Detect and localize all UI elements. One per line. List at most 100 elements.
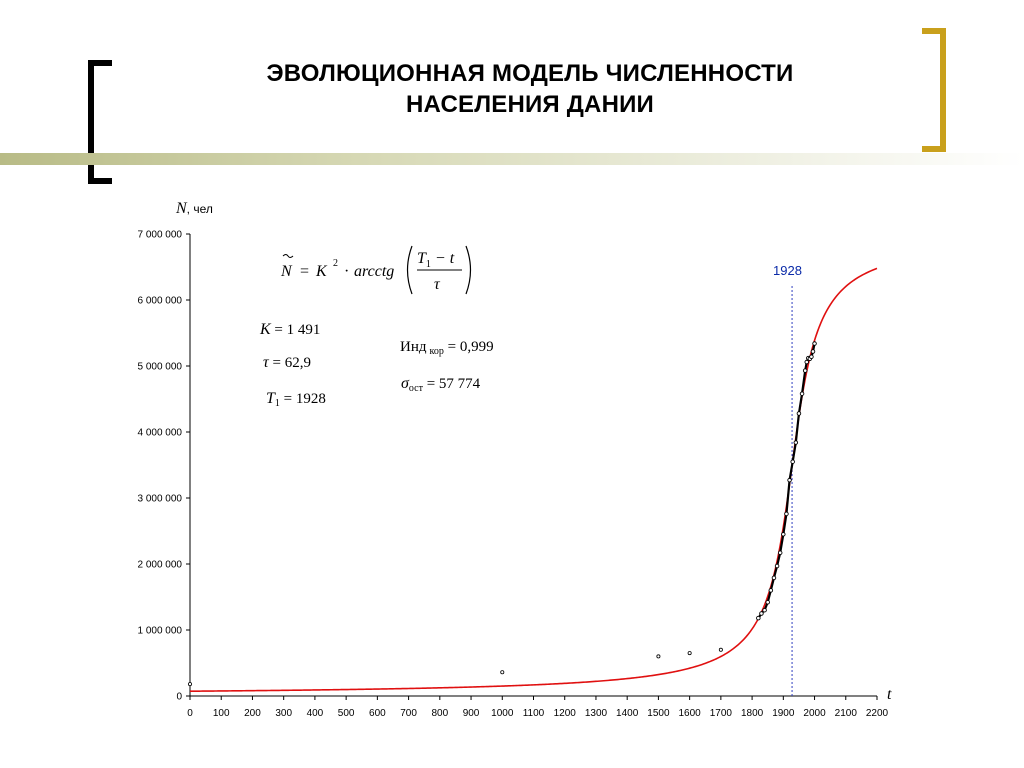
param-ind-sub: кор xyxy=(430,346,444,357)
observed-point xyxy=(787,477,792,483)
equation-denominator: τ xyxy=(434,276,441,293)
param-tau-label: τ xyxy=(263,354,270,371)
right-bracket-decoration xyxy=(922,28,946,152)
x-tick-label: 2100 xyxy=(835,708,858,719)
param-ind-label: Инд xyxy=(400,339,427,355)
y-tick-label: 4 000 000 xyxy=(138,428,183,439)
data-point xyxy=(187,682,192,687)
x-tick-label: 1300 xyxy=(585,708,608,719)
param-t1-value: = 1928 xyxy=(280,391,326,407)
equation-function: arcctg xyxy=(354,263,394,280)
x-tick-label: 2200 xyxy=(866,708,889,719)
equation-left-paren xyxy=(406,245,413,295)
param-sigma-label: σ xyxy=(401,375,410,392)
param-t1-label: T xyxy=(266,390,276,407)
param-k-label: K xyxy=(259,321,272,338)
observed-point xyxy=(810,349,816,354)
x-tick-label: 400 xyxy=(307,708,324,719)
chart-axes xyxy=(189,234,877,697)
chart-ticks: 0 1 000 000 2 000 000 3 000 000 4 000 000 5 0… xyxy=(138,230,889,720)
x-tick-label: 1100 xyxy=(523,708,545,719)
equation-numerator-rest: − t xyxy=(431,250,455,267)
x-tick-label: 2000 xyxy=(803,708,826,719)
observed-point xyxy=(771,575,777,581)
y-axis-label: N, чел xyxy=(175,200,213,217)
observed-point xyxy=(759,611,764,616)
y-tick-label: 7 000 000 xyxy=(138,230,183,241)
data-point xyxy=(718,647,723,652)
x-tick-label: 900 xyxy=(463,708,480,719)
slide-title: ЭВОЛЮЦИОННАЯ МОДЕЛЬ ЧИСЛЕННОСТИ НАСЕЛЕНИ… xyxy=(150,58,910,120)
data-point xyxy=(656,654,661,659)
y-tick-label: 5 000 000 xyxy=(138,362,183,373)
observed-point xyxy=(765,600,770,605)
param-t1: T1 = 1928 xyxy=(266,390,326,409)
observed-point xyxy=(802,368,808,373)
param-tau-value: = 62,9 xyxy=(269,355,311,371)
y-tick-label: 6 000 000 xyxy=(138,296,183,307)
observed-point xyxy=(774,563,780,569)
model-equation: N = K 2 · arcctg T1 − t τ xyxy=(280,245,472,295)
param-t1-sub: 1 xyxy=(275,398,280,409)
equation-exponent: 2 xyxy=(333,258,338,269)
observed-point xyxy=(790,459,795,464)
x-tick-label: 1900 xyxy=(772,708,795,719)
y-tick-label: 0 xyxy=(176,692,182,703)
y-tick-label: 1 000 000 xyxy=(138,626,183,637)
left-bracket-decoration xyxy=(88,60,112,184)
y-tick-label: 2 000 000 xyxy=(138,560,183,571)
x-tick-label: 700 xyxy=(400,708,417,719)
marker-year-label: 1928 xyxy=(773,263,802,278)
x-tick-label: 800 xyxy=(431,708,448,719)
x-tick-label: 1200 xyxy=(554,708,577,719)
y-axis-symbol: N xyxy=(175,200,188,217)
observed-point xyxy=(768,588,774,593)
equation-tilde xyxy=(282,254,294,258)
equation-k: K xyxy=(315,263,328,280)
equation-numerator-sub: 1 xyxy=(426,259,431,270)
param-sigma-value: = 57 774 xyxy=(423,376,481,392)
x-axis-label: t xyxy=(887,686,892,703)
data-point xyxy=(687,651,692,656)
observed-point xyxy=(777,550,783,556)
equation-equals: = xyxy=(300,263,309,280)
y-axis-unit: , чел xyxy=(187,202,213,216)
x-tick-label: 100 xyxy=(213,708,230,719)
data-point xyxy=(500,670,505,675)
param-sigma-sub: ост xyxy=(409,383,424,394)
observed-point xyxy=(809,354,814,360)
observed-point xyxy=(804,359,809,365)
x-tick-label: 1400 xyxy=(616,708,639,719)
x-tick-label: 300 xyxy=(275,708,292,719)
param-k: K = 1 491 xyxy=(259,321,320,338)
observed-point xyxy=(793,440,799,445)
slide-title-line-1: ЭВОЛЮЦИОННАЯ МОДЕЛЬ ЧИСЛЕННОСТИ xyxy=(266,60,794,87)
chart-annotations: N, чел t N = K 2 · arcctg T1 − t τ xyxy=(175,200,892,703)
x-tick-label: 1600 xyxy=(679,708,702,719)
param-tau: τ = 62,9 xyxy=(263,354,311,371)
observed-point xyxy=(812,341,817,346)
y-tick-label: 3 000 000 xyxy=(138,494,183,505)
x-tick-label: 1800 xyxy=(741,708,764,719)
x-tick-label: 1000 xyxy=(491,708,514,719)
param-ind-value: = 0,999 xyxy=(444,339,494,355)
chart-curves xyxy=(187,267,878,696)
x-tick-label: 0 xyxy=(187,708,193,719)
param-sigma: σост = 57 774 xyxy=(401,375,481,394)
equation-dot: · xyxy=(344,263,349,280)
x-tick-label: 500 xyxy=(338,708,355,719)
param-correlation-index: Инд кор = 0,999 xyxy=(400,339,494,357)
title-underline-bar xyxy=(0,153,1024,165)
equation-numerator-t: T xyxy=(417,250,427,267)
x-tick-label: 1500 xyxy=(647,708,670,719)
slide-title-line-2: НАСЕЛЕНИЯ ДАНИИ xyxy=(405,91,654,118)
observed-point xyxy=(784,511,789,517)
observed-point xyxy=(756,615,761,621)
x-tick-label: 200 xyxy=(244,708,261,719)
observed-point xyxy=(799,391,805,396)
equation-right-paren xyxy=(465,245,472,295)
observed-point xyxy=(796,411,802,416)
observed-point xyxy=(762,607,767,613)
